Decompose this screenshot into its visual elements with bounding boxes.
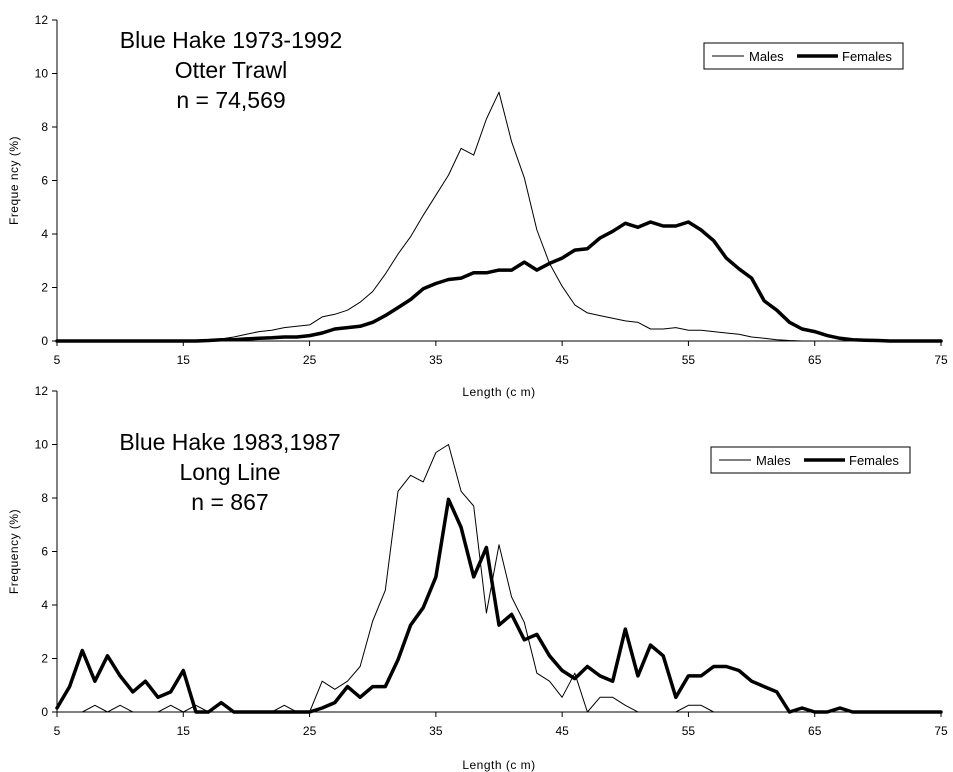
legend-label-males: Males <box>756 453 791 468</box>
y-tick-label: 10 <box>35 438 49 452</box>
x-axis-label: Length (c m) <box>462 758 535 772</box>
y-tick-label: 2 <box>41 652 48 666</box>
x-tick-label: 35 <box>429 724 443 738</box>
y-axis-label: Freque ncy (%) <box>7 136 21 225</box>
legend: Males Females <box>710 446 911 474</box>
x-axis-label: Length (c m) <box>462 385 535 399</box>
y-tick-label: 2 <box>41 281 48 295</box>
x-tick-label: 5 <box>54 724 61 738</box>
chart-long-line: 0 2 4 6 8 10 12 5 15 25 35 45 55 65 75 Blue Hake 1983,… <box>7 384 948 772</box>
chart-title-line-3: n = 867 <box>191 489 268 515</box>
legend-label-females: Females <box>849 453 899 468</box>
legend-label-males: Males <box>749 49 784 64</box>
x-tick-label: 65 <box>808 724 822 738</box>
y-tick-label: 10 <box>35 67 49 81</box>
y-tick-label: 6 <box>41 174 48 188</box>
x-tick-label: 45 <box>555 353 569 367</box>
x-tick-label: 55 <box>682 353 696 367</box>
series-line-females <box>55 497 943 714</box>
legend: Males Females <box>703 42 904 70</box>
y-tick-label: 6 <box>41 545 48 559</box>
y-tick-label: 12 <box>35 13 49 27</box>
y-tick-label: 12 <box>35 384 49 398</box>
series-line-females <box>55 220 943 343</box>
x-tick-label: 45 <box>555 724 569 738</box>
y-tick-label: 4 <box>41 598 48 612</box>
series-line-males <box>56 91 942 342</box>
y-tick-label: 0 <box>41 334 48 348</box>
y-tick-label: 4 <box>41 227 48 241</box>
x-tick-label: 5 <box>54 353 61 367</box>
x-tick-label: 65 <box>808 353 822 367</box>
y-axis-label: Frequency (%) <box>7 509 21 594</box>
chart-title-line-2: Otter Trawl <box>175 57 287 83</box>
x-tick-label: 75 <box>934 724 948 738</box>
legend-label-females: Females <box>842 49 892 64</box>
chart-title-line-1: Blue Hake 1983,1987 <box>119 429 340 455</box>
chart-title-line-1: Blue Hake 1973-1992 <box>120 27 343 53</box>
y-tick-label: 0 <box>41 705 48 719</box>
x-tick-label: 75 <box>934 353 948 367</box>
y-tick-label: 8 <box>41 120 48 134</box>
chart-otter-trawl: 0 2 4 6 8 10 12 5 15 25 35 45 55 65 75 Blue Hake 1973-… <box>7 13 948 399</box>
x-tick-label: 15 <box>177 353 191 367</box>
y-tick-label: 8 <box>41 491 48 505</box>
chart-title-line-3: n = 74,569 <box>176 87 285 113</box>
chart-title-line-2: Long Line <box>179 459 280 485</box>
x-tick-label: 15 <box>177 724 191 738</box>
x-tick-label: 25 <box>303 724 317 738</box>
x-tick-label: 55 <box>682 724 696 738</box>
x-tick-label: 25 <box>303 353 317 367</box>
x-tick-label: 35 <box>429 353 443 367</box>
